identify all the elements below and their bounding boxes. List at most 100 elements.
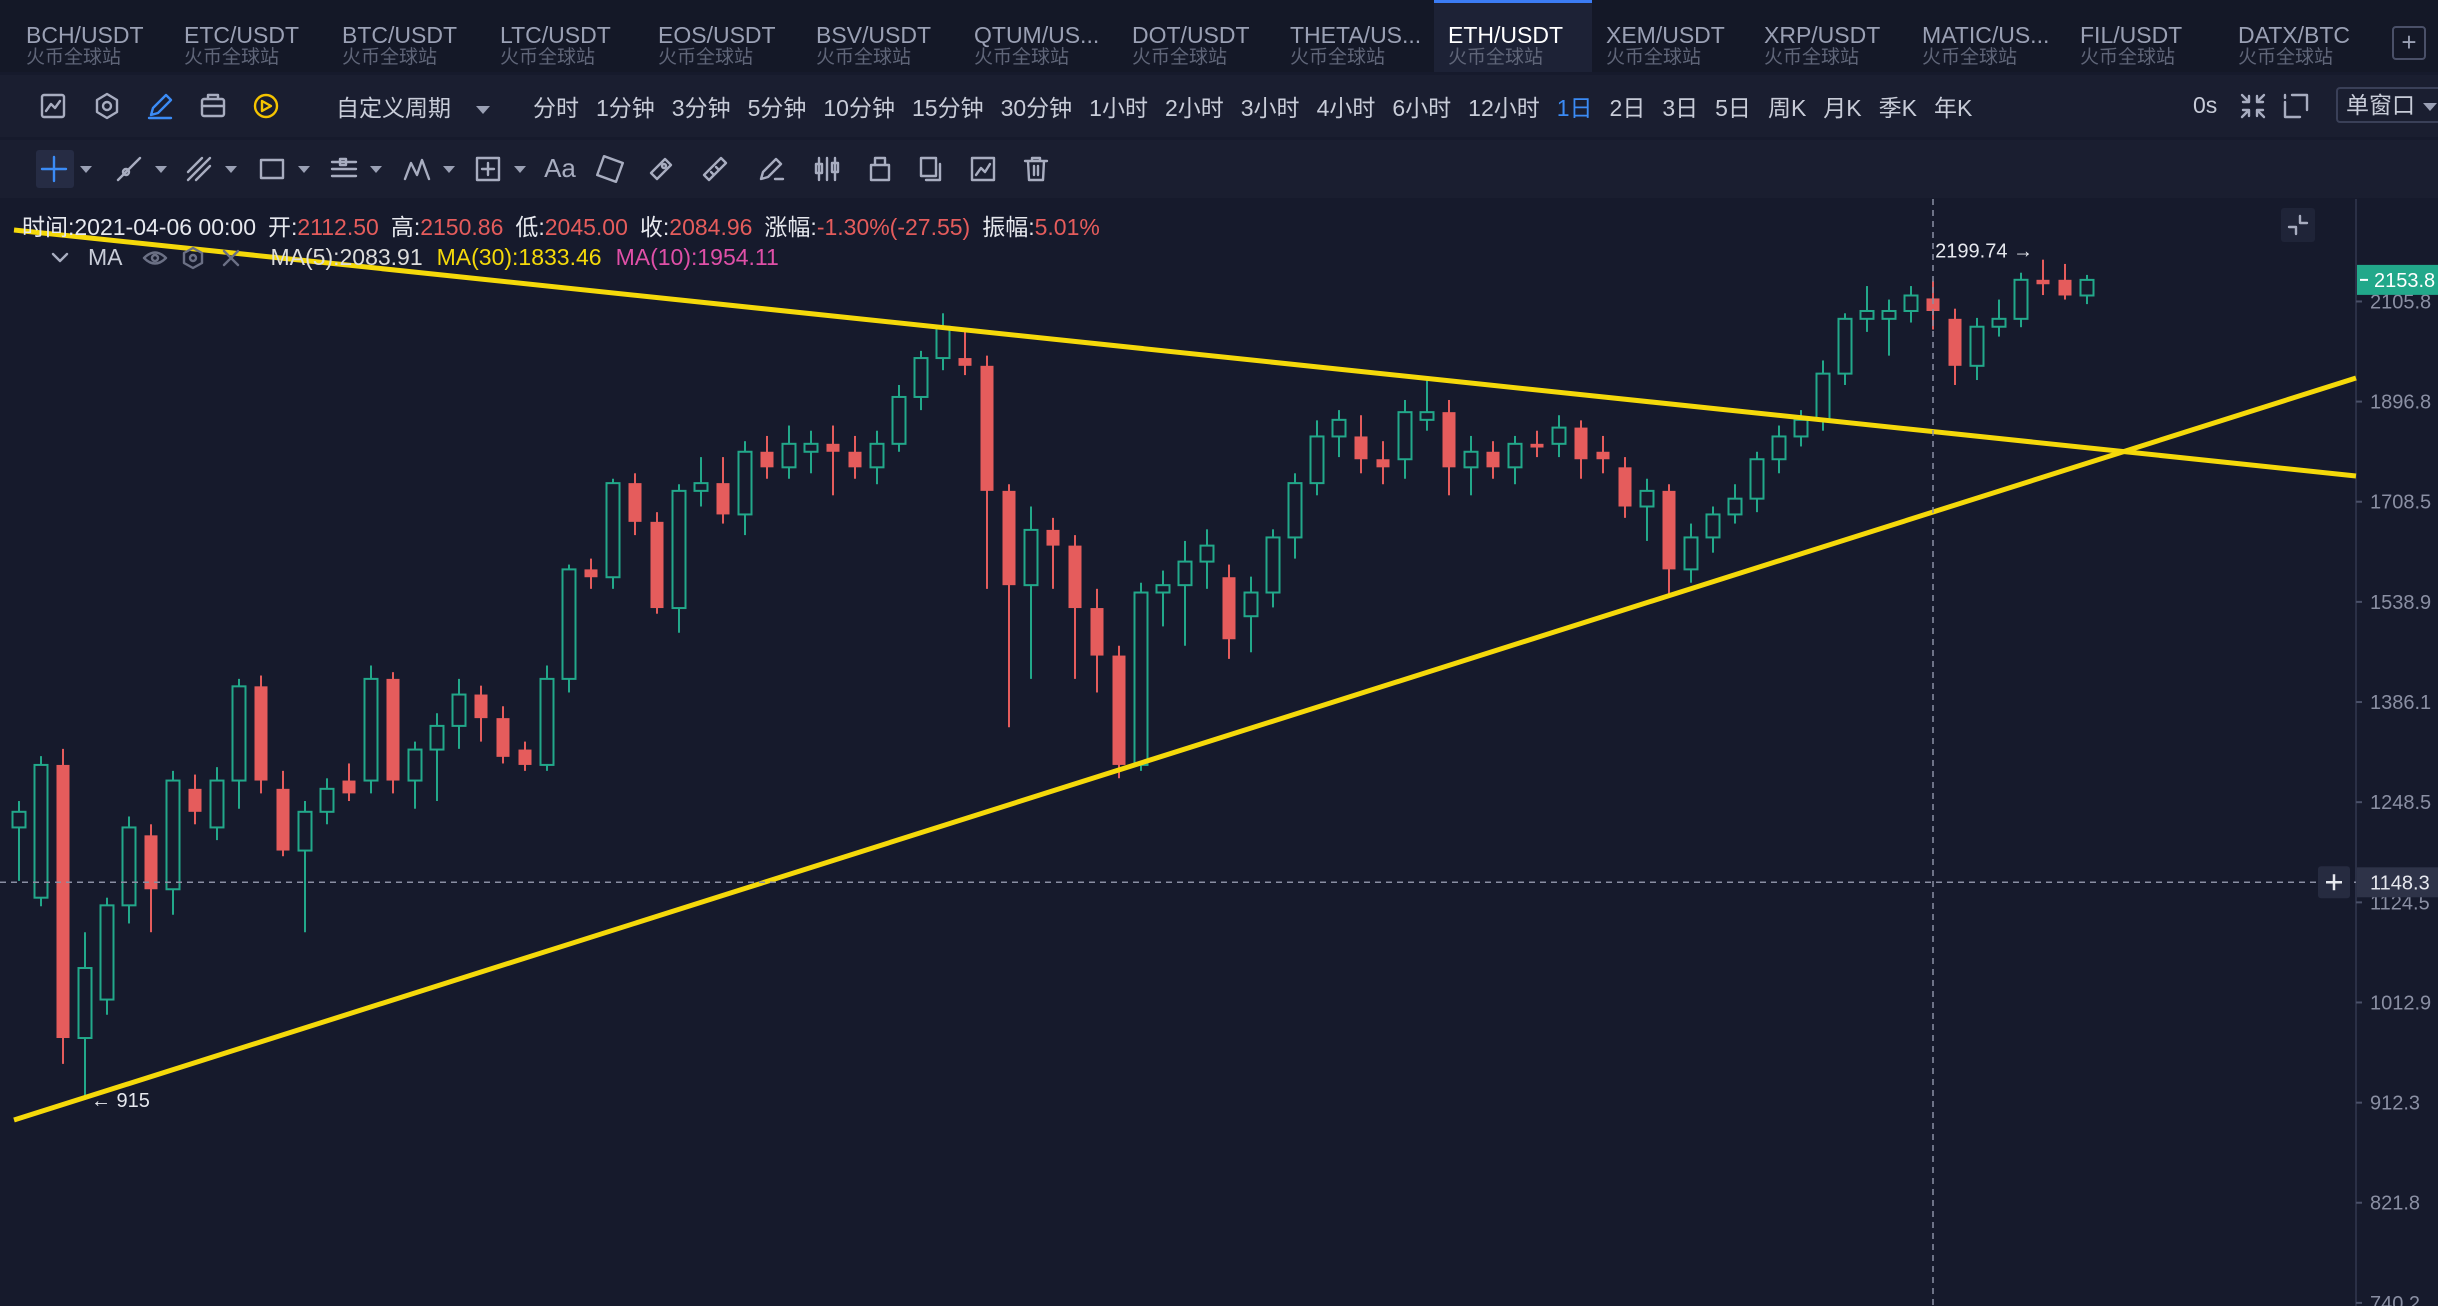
collapse-icon[interactable] (50, 248, 70, 268)
market-tab[interactable]: DATX/BTC 火币全球站 (2224, 0, 2382, 72)
market-tab[interactable]: QTUM/US... 火币全球站 (960, 0, 1118, 72)
fullscreen-icon[interactable] (2240, 93, 2266, 119)
period-option[interactable]: 3日 (1662, 95, 1699, 121)
candle-body (1354, 436, 1368, 460)
market-tab[interactable]: BTC/USDT 火币全球站 (328, 0, 486, 72)
ma-value: MA(5):2083.91 (270, 244, 423, 270)
candle-body (1639, 489, 1655, 508)
tab-symbol: QTUM/US... (974, 22, 1100, 48)
layout-icon[interactable] (200, 93, 226, 118)
template-tool[interactable] (970, 156, 996, 182)
copy-tool[interactable] (919, 156, 942, 182)
candle-body (297, 810, 313, 852)
pattern-tool[interactable] (403, 158, 431, 181)
trend-line-upper[interactable] (13, 227, 2357, 479)
lock-tool[interactable] (869, 156, 891, 182)
candle-body (231, 685, 247, 782)
chart-zoom-icon[interactable] (2281, 208, 2315, 242)
period-option[interactable]: 年K (1933, 95, 1973, 121)
popout-icon[interactable] (2283, 93, 2309, 119)
y-tick-label: 821.8 (2370, 1193, 2420, 1215)
period-option[interactable]: 3小时 (1240, 95, 1300, 121)
indicator-settings-icon[interactable] (182, 246, 203, 269)
ma-value: MA(10):1954.11 (615, 244, 779, 270)
period-option[interactable]: 2日 (1609, 95, 1646, 121)
info-label: 涨幅: (764, 214, 817, 240)
tab-exchange: 火币全球站 (342, 47, 438, 68)
price-note-tool[interactable] (595, 154, 625, 184)
market-tab[interactable]: ETH/USDT 火币全球站 (1434, 0, 1592, 72)
market-tab[interactable]: EOS/USDT 火币全球站 (644, 0, 802, 72)
settings-icon[interactable] (95, 92, 119, 120)
market-tab[interactable]: XEM/USDT 火币全球站 (1592, 0, 1750, 72)
custom-period[interactable]: 自定义周期 (336, 89, 507, 123)
delete-tool[interactable] (1023, 156, 1049, 182)
market-tab[interactable]: MATIC/US... 火币全球站 (1908, 0, 2066, 72)
period-option[interactable]: 1分钟 (596, 95, 655, 121)
period-option[interactable]: 月K (1823, 95, 1862, 121)
replay-icon[interactable] (253, 93, 279, 119)
market-tab[interactable]: ETC/USDT 火币全球站 (170, 0, 328, 72)
text-tool[interactable]: Aa (544, 153, 576, 183)
info-label: 时间: (22, 214, 75, 240)
candle-body (77, 967, 93, 1040)
crosshair-price-box (2357, 867, 2438, 898)
market-tab[interactable]: BSV/USDT 火币全球站 (802, 0, 960, 72)
draw-icon[interactable] (147, 93, 173, 120)
tab-exchange: 火币全球站 (974, 47, 1070, 68)
ruler-tool[interactable] (702, 156, 728, 182)
tab-exchange: 火币全球站 (2238, 47, 2334, 68)
market-tab[interactable]: DOT/USDT 火币全球站 (1118, 0, 1276, 72)
candle-body (826, 443, 840, 452)
period-option[interactable]: 15分钟 (911, 95, 984, 121)
period-option[interactable]: 分时 (533, 95, 579, 121)
tag-tool[interactable] (649, 157, 673, 181)
trend-line-tool[interactable] (116, 156, 142, 182)
tab-exchange: 火币全球站 (1764, 47, 1860, 68)
period-option[interactable]: 周K (1767, 95, 1807, 121)
period-option[interactable]: 3分钟 (671, 95, 731, 121)
period-option[interactable]: 2小时 (1164, 95, 1224, 121)
market-tab[interactable]: LTC/USDT 火币全球站 (486, 0, 644, 72)
candle-body (1068, 545, 1082, 609)
candle-body (1618, 467, 1632, 507)
crosshair-tool[interactable] (40, 155, 68, 183)
measure-tool[interactable] (475, 156, 501, 182)
candle-body (1177, 560, 1193, 587)
parallel-tool[interactable] (330, 157, 358, 178)
market-tab[interactable]: XRP/USDT 火币全球站 (1750, 0, 1908, 72)
chart-type-icon[interactable] (40, 93, 66, 119)
period-option[interactable]: 5日 (1715, 95, 1751, 121)
period-option[interactable]: 30分钟 (1000, 95, 1073, 121)
visibility-icon[interactable] (142, 250, 167, 265)
period-option[interactable]: 5分钟 (747, 95, 807, 121)
remove-icon[interactable] (222, 249, 239, 266)
brush-tool[interactable] (759, 157, 785, 181)
period-option[interactable]: 季K (1878, 95, 1917, 121)
period-option[interactable]: 1日 (1556, 95, 1593, 121)
trend-line-lower[interactable] (13, 375, 2357, 1123)
period-option[interactable]: 10分钟 (823, 95, 895, 121)
period-option[interactable]: 4小时 (1316, 95, 1376, 121)
fib-tool[interactable] (186, 156, 212, 182)
period-option[interactable]: 6小时 (1392, 95, 1452, 121)
candle-tool[interactable] (814, 156, 840, 182)
indicator-controls (142, 246, 239, 269)
candle-body (1507, 442, 1523, 469)
candle-body (1793, 418, 1809, 438)
market-tab[interactable]: FIL/USDT 火币全球站 (2066, 0, 2224, 72)
info-field: 涨幅:-1.30%(-27.55) (764, 214, 970, 240)
candle-body (386, 678, 400, 781)
custom-period-label: 自定义周期 (336, 95, 451, 121)
period-option[interactable]: 1小时 (1089, 95, 1148, 121)
window-mode-select[interactable]: 单窗口 (2336, 87, 2438, 123)
candle-body (1948, 318, 1962, 366)
add-tab-button[interactable]: + (2392, 26, 2426, 60)
period-option[interactable]: 12小时 (1468, 95, 1540, 121)
market-tab[interactable]: BCH/USDT 火币全球站 (12, 0, 170, 72)
tab-symbol: FIL/USDT (2080, 22, 2183, 48)
shape-tool[interactable] (259, 158, 285, 180)
tab-exchange: 火币全球站 (184, 47, 280, 68)
y-tick-label: 1896.8 (2370, 392, 2431, 414)
market-tab[interactable]: THETA/US... 火币全球站 (1276, 0, 1434, 72)
